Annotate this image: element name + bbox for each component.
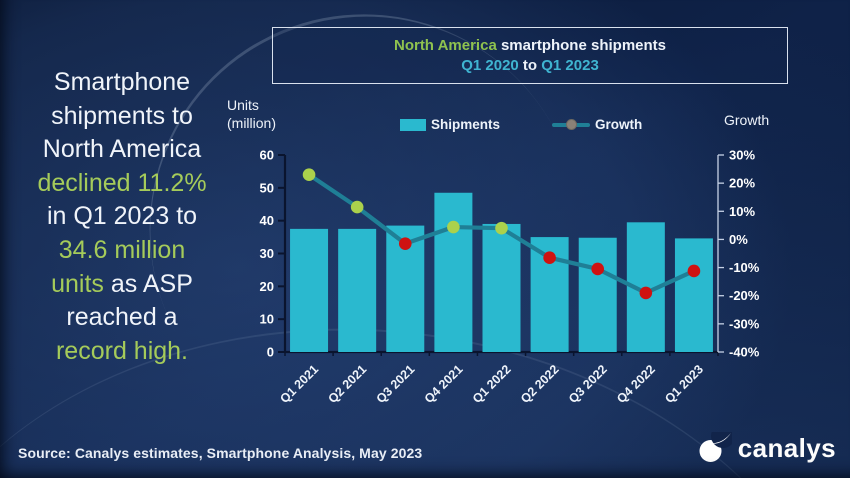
x-axis-label-q1-2022: Q1 2022 <box>470 362 514 406</box>
left-axis-tick-label: 20 <box>260 279 274 294</box>
bar-q2-2021 <box>338 228 377 352</box>
growth-point-q1-2023 <box>687 264 701 278</box>
legend-shipments-label: Shipments <box>431 117 501 132</box>
bar-q4-2021 <box>434 192 473 352</box>
headline-line-1: Smartphone <box>53 68 191 96</box>
x-axis-label-q2-2022: Q2 2022 <box>518 362 562 406</box>
right-axis-tick-label: -20% <box>729 288 760 303</box>
headline-line-3: North America <box>42 135 202 164</box>
left-axis-tick-label: 0 <box>267 345 274 360</box>
headline-line-8: reached a <box>66 303 178 332</box>
bar-q1-2022 <box>482 223 521 352</box>
right-axis-tick-label: 20% <box>729 176 755 191</box>
chart-area: 0 10 20 30 40 50 60 -40% -30% -20% -10% 0% 10% 20% 30%… <box>218 88 800 433</box>
headline-line-7: units as ASP <box>51 269 193 298</box>
growth-point-q2-2022 <box>543 251 556 265</box>
growth-point-q1-2022 <box>495 221 508 235</box>
headline-line-2: shipments to <box>51 101 193 130</box>
right-axis-tick-label: 10% <box>729 204 755 219</box>
headline-line-4: declined 11.2% <box>37 168 207 197</box>
chart-title-line-2: Q1 2020 to Q1 2023 <box>273 56 787 76</box>
growth-point-q1-2021 <box>302 168 316 181</box>
title-range-start: Q1 2020 <box>461 56 519 74</box>
canalys-logo-icon <box>699 432 732 462</box>
x-axis-label-q3-2022: Q3 2022 <box>566 362 610 406</box>
right-axis-tick-label: -30% <box>729 316 760 331</box>
title-range-sep: to <box>518 56 542 74</box>
growth-line-icon <box>552 119 590 130</box>
headline: Smartphone shipments to North America de… <box>14 66 230 368</box>
bar-q3-2022 <box>578 237 617 352</box>
left-axis-title: Units (million) <box>227 97 276 132</box>
canalys-logo-text: canalys <box>737 432 836 463</box>
x-axis-label-q4-2022: Q4 2022 <box>614 362 658 406</box>
shipments-swatch-icon <box>400 118 426 131</box>
headline-line-6: 34.6 million <box>58 235 186 264</box>
left-axis-tick-label: 50 <box>260 180 274 195</box>
headline-line-9: record high. <box>55 336 189 365</box>
title-region: North America <box>393 37 497 54</box>
right-axis-tick-label: -10% <box>729 260 760 275</box>
left-axis-tick-label: 60 <box>260 148 274 163</box>
right-axis-tick-label: -40% <box>729 345 760 360</box>
chart-title-line-1: North America smartphone shipments <box>273 36 787 56</box>
bar-q1-2021 <box>290 228 329 352</box>
legend-shipments: Shipments <box>400 117 500 132</box>
x-axis-label-q1-2023: Q1 2023 <box>662 362 706 406</box>
left-axis-tick-label: 40 <box>260 213 274 228</box>
chart-title-box: North America smartphone shipments Q1 20… <box>272 27 788 84</box>
x-axis-label-q3-2021: Q3 2021 <box>374 362 418 406</box>
bar-q1-2023 <box>674 238 713 352</box>
chart-svg: 0 10 20 30 40 50 60 -40% -30% -20% -10% 0% 10% 20% 30%… <box>260 148 760 407</box>
headline-line-5: in Q1 2023 to <box>46 202 198 231</box>
left-axis-title-line1: Units <box>227 97 259 113</box>
left-axis-tick-label: 10 <box>260 312 274 327</box>
growth-point-q4-2022 <box>639 286 653 300</box>
right-axis-tick-label: 0% <box>729 232 748 247</box>
canalys-logo: canalys <box>698 432 836 464</box>
growth-point-q3-2021 <box>398 237 412 250</box>
source-note: Source: Canalys estimates, Smartphone An… <box>18 445 423 461</box>
title-rest: smartphone shipments <box>496 37 666 54</box>
right-axis-tick-label: 30% <box>729 148 755 163</box>
x-axis-label-q1-2021: Q1 2021 <box>277 362 321 406</box>
right-axis-title: Growth <box>724 112 770 128</box>
left-axis-tick-label: 30 <box>260 246 274 261</box>
title-range-end: Q1 2023 <box>541 56 599 74</box>
legend-growth-label: Growth <box>595 117 643 132</box>
growth-point-q4-2021 <box>447 220 460 234</box>
growth-point-q2-2021 <box>350 200 364 214</box>
x-axis-label-q2-2021: Q2 2021 <box>325 362 369 406</box>
growth-point-q3-2022 <box>591 262 605 276</box>
x-axis-label-q4-2021: Q4 2021 <box>422 362 466 406</box>
left-axis-title-line2: (million) <box>227 114 276 131</box>
legend-growth: Growth <box>552 117 642 132</box>
